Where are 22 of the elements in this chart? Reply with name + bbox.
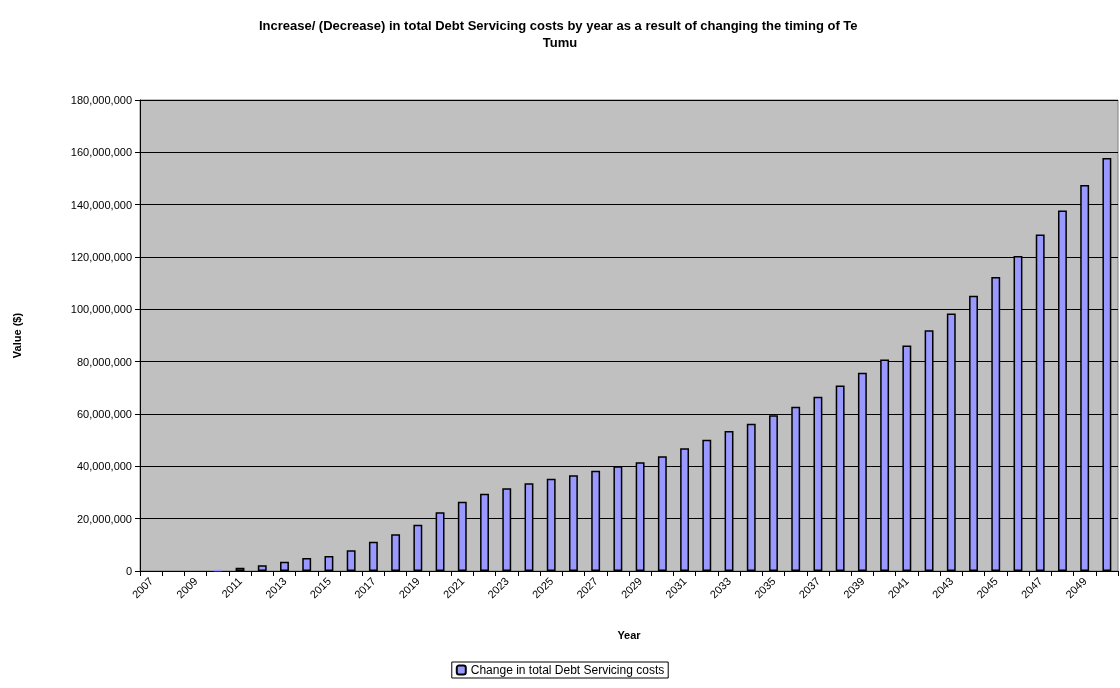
y-tick-label: 180,000,000 bbox=[70, 94, 132, 106]
y-tick-label: 120,000,000 bbox=[70, 251, 132, 263]
y-axis-title: Value ($) bbox=[10, 312, 23, 359]
chart-title: Increase/ (Decrease) in total Debt Servicing costs by year as a result of changing the timing of Te Tumu bbox=[258, 18, 862, 50]
y-tick-label: 100,000,000 bbox=[70, 303, 132, 316]
bar bbox=[257, 565, 267, 571]
bar bbox=[368, 541, 378, 571]
bar bbox=[346, 550, 356, 571]
y-tick-label: 20,000,000 bbox=[76, 512, 132, 525]
y-tick-label: 60,000,000 bbox=[76, 408, 132, 420]
bar bbox=[324, 556, 334, 571]
legend-label: Change in total Debt Servicing costs bbox=[470, 663, 665, 677]
x-axis-title: Year bbox=[617, 628, 642, 641]
bar bbox=[302, 557, 312, 571]
y-tick-label: 160,000,000 bbox=[70, 146, 132, 159]
y-tick-label: 40,000,000 bbox=[76, 460, 132, 473]
bar bbox=[391, 534, 401, 571]
y-tick-label: 0 bbox=[125, 565, 132, 577]
y-tick-label: 80,000,000 bbox=[76, 355, 132, 368]
bar bbox=[413, 524, 423, 571]
y-tick-label: 140,000,000 bbox=[70, 198, 132, 211]
bar bbox=[280, 561, 289, 571]
